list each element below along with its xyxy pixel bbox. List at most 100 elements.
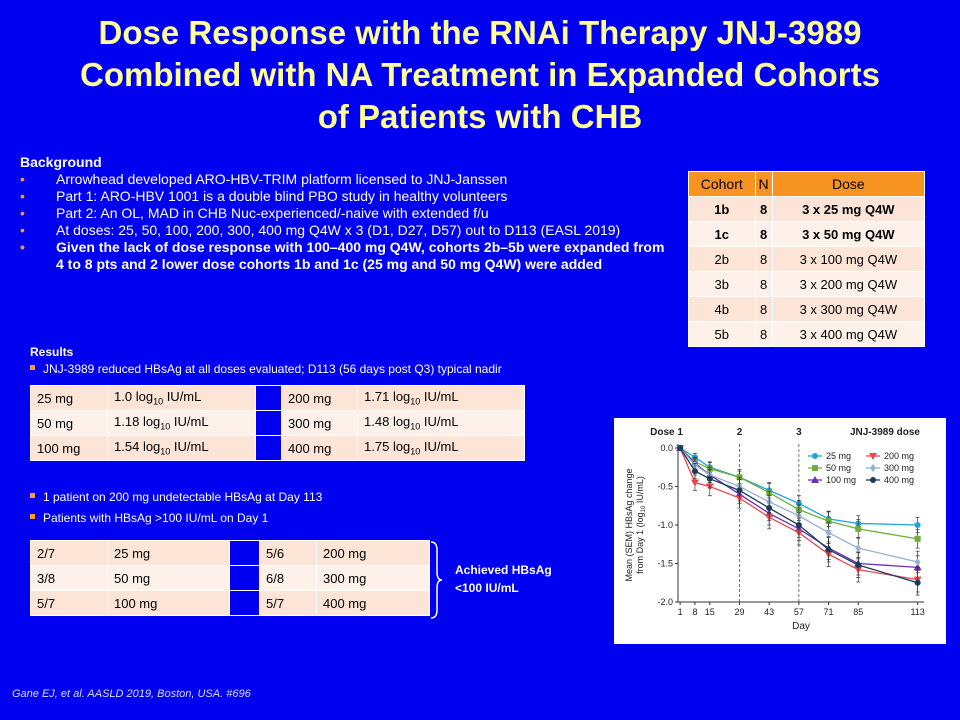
table-row: 25 mg 1.0 log10 IU/mL 200 mg 1.71 log10 … [30, 385, 525, 411]
legend-marker [870, 464, 876, 472]
fraction-cell: 5/6 [259, 540, 317, 566]
achieved-line-2: <100 IU/mL [455, 581, 519, 595]
column-separator [229, 565, 260, 591]
table-row: 1c 8 3 x 50 mg Q4W [688, 221, 926, 247]
data-point [914, 535, 921, 542]
table-row: 2/7 25 mg 5/6 200 mg [30, 540, 430, 566]
table-row: 5/7 100 mg 5/7 400 mg [30, 590, 430, 616]
y-tick-label: -2.0 [657, 597, 673, 607]
cohort-table: Cohort N Dose 1b 8 3 x 25 mg Q4W 1c 8 3 … [688, 171, 926, 347]
y-tick-label: -0.5 [657, 482, 673, 492]
table-row: 2b 8 3 x 100 mg Q4W [688, 246, 926, 272]
data-point [795, 522, 802, 528]
results-bullet: 1 patient on 200 mg undetectable HBsAg a… [30, 490, 322, 504]
dose-cell: 3 x 50 mg Q4W [771, 221, 926, 247]
fraction-cell: 2/7 [30, 540, 108, 566]
square-bullet-icon [30, 514, 35, 520]
results-bullet: JNJ-3989 reduced HBsAg at all doses eval… [30, 362, 502, 376]
column-header-n: N [754, 171, 773, 197]
dose-cell: 200 mg [316, 540, 430, 566]
dose-marker-label: 2 [737, 427, 743, 438]
data-point [914, 557, 921, 566]
legend-label: 50 mg [826, 463, 851, 473]
n-cell: 8 [754, 196, 773, 222]
dose-cell: 3 x 25 mg Q4W [771, 196, 926, 222]
x-tick-label: 57 [794, 607, 804, 617]
footnote: Gane EJ, et al. AASLD 2019, Boston, USA.… [12, 688, 251, 700]
table-row: 50 mg 1.18 log10 IU/mL 300 mg 1.48 log10… [30, 410, 525, 436]
title-line-2: Combined with NA Treatment in Expanded C… [80, 56, 880, 93]
results-bullet: Patients with HBsAg >100 IU/mL on Day 1 [30, 511, 268, 525]
data-point [825, 528, 832, 537]
column-header-cohort: Cohort [688, 171, 756, 197]
n-cell: 8 [754, 271, 773, 297]
background-heading: Background [20, 154, 102, 170]
dose-cell: 400 mg [281, 435, 358, 461]
fraction-cell: 6/8 [259, 565, 317, 591]
data-point [825, 518, 832, 525]
background-bullet: • Arrowhead developed ARO-HBV-TRIM platfo… [20, 171, 508, 187]
data-point [691, 468, 698, 475]
column-separator [255, 410, 282, 436]
column-separator [229, 540, 260, 566]
dose-cell: 3 x 300 mg Q4W [771, 296, 926, 322]
dose-marker-label: 3 [796, 427, 802, 438]
legend-marker [869, 453, 877, 460]
fraction-cell: 3/8 [30, 565, 108, 591]
reduction-cell: 1.0 log10 IU/mL [107, 385, 256, 411]
square-bullet-icon [30, 365, 35, 371]
y-tick-label: 0.0 [660, 443, 673, 453]
n-cell: 8 [754, 246, 773, 272]
dose-cell: 300 mg [316, 565, 430, 591]
table-row: 100 mg 1.54 log10 IU/mL 400 mg 1.75 log1… [30, 435, 525, 461]
legend-label: 200 mg [884, 451, 914, 461]
dose-cell: 400 mg [316, 590, 430, 616]
legend-label: 400 mg [884, 475, 914, 485]
dose-cell: 100 mg [30, 435, 108, 461]
cohort-cell: 1b [688, 196, 756, 222]
data-point [677, 445, 684, 451]
cohort-table-header-row: Cohort N Dose [688, 171, 926, 197]
dose-cell: 3 x 400 mg Q4W [771, 321, 926, 347]
reduction-table: 25 mg 1.0 log10 IU/mL 200 mg 1.71 log10 … [30, 385, 525, 461]
data-point [736, 487, 743, 494]
fraction-cell: 5/7 [259, 590, 317, 616]
table-row: 5b 8 3 x 400 mg Q4W [688, 321, 926, 347]
fraction-cell: 5/7 [30, 590, 108, 616]
x-tick-label: 85 [853, 607, 863, 617]
dose-cell: 25 mg [30, 385, 108, 411]
reduction-cell: 1.18 log10 IU/mL [107, 410, 256, 436]
background-bullet: • Part 2: An OL, MAD in CHB Nuc-experienc… [20, 205, 489, 221]
title-line-1: Dose Response with the RNAi Therapy JNJ-… [98, 14, 862, 51]
background-bullet: • Part 1: ARO-HBV 1001 is a double blind … [20, 188, 508, 204]
data-point [825, 546, 832, 553]
data-point [706, 475, 713, 482]
data-point [766, 505, 773, 512]
column-separator [229, 590, 260, 616]
reduction-cell: 1.71 log10 IU/mL [357, 385, 525, 411]
legend-marker [812, 465, 818, 471]
cohort-cell: 5b [688, 321, 756, 347]
n-cell: 8 [754, 221, 773, 247]
x-tick-label: 29 [734, 607, 744, 617]
table-row: 4b 8 3 x 300 mg Q4W [688, 296, 926, 322]
dose-response-chart: 0.0 -0.5 -1.0 -1.5 -2.0 1 8 15 29 43 57 71 85 113 Day M… [614, 418, 946, 644]
dose-cell: 300 mg [281, 410, 358, 436]
cohort-cell: 1c [688, 221, 756, 247]
legend-marker [870, 477, 876, 483]
reduction-cell: 1.75 log10 IU/mL [357, 435, 525, 461]
dose-marker-label: Dose 1 [650, 427, 683, 438]
x-tick-label: 8 [692, 607, 697, 617]
dose-cell: 3 x 100 mg Q4W [771, 246, 926, 272]
cohort-cell: 2b [688, 246, 756, 272]
chart-svg: 0.0 -0.5 -1.0 -1.5 -2.0 1 8 15 29 43 57 71 85 113 Day M… [624, 427, 925, 632]
x-tick-label: 71 [824, 607, 834, 617]
n-cell: 8 [754, 321, 773, 347]
data-point [855, 562, 862, 569]
legend-marker [812, 453, 818, 459]
background-section: Background • Arrowhead developed ARO-HBV-… [20, 154, 670, 273]
cohort-cell: 3b [688, 271, 756, 297]
title-line-3: of Patients with CHB [317, 98, 643, 135]
x-tick-label: 43 [764, 607, 774, 617]
legend-marker [811, 476, 819, 483]
